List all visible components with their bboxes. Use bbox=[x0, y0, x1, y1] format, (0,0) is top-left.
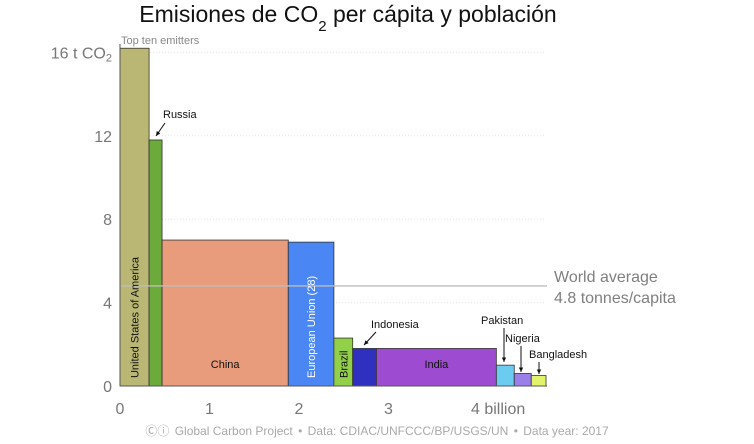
y-tick-label: 12 bbox=[94, 129, 112, 146]
footer-sep-1: • bbox=[298, 424, 303, 438]
x-tick-label: 0 bbox=[116, 401, 125, 418]
callout-arrowhead bbox=[536, 369, 542, 374]
bar-label-china: China bbox=[211, 359, 241, 371]
x-tick-label: 2 bbox=[295, 401, 304, 418]
bar-label-indonesia: Indonesia bbox=[371, 319, 420, 331]
callout-arrowhead bbox=[364, 340, 369, 345]
footer-source: Global Carbon Project bbox=[174, 424, 293, 438]
bar-china bbox=[161, 239, 289, 387]
y-tick-label: 4 bbox=[103, 296, 112, 313]
bar-european-union-28 bbox=[287, 241, 335, 387]
bar-russia bbox=[148, 139, 163, 387]
bar-labels: United States of America Russia China Europ… bbox=[130, 109, 588, 378]
x-tick-label: 4 billion bbox=[471, 401, 525, 418]
bar-indonesia bbox=[352, 348, 377, 387]
footer-sep-2: • bbox=[513, 424, 518, 438]
bar-label-nigeria: Nigeria bbox=[505, 333, 541, 345]
chart-title: Emisiones de CO2 per cápita y población bbox=[139, 1, 556, 35]
footer-data: Data: CDIAC/UNFCCC/BP/USGS/UN bbox=[307, 424, 509, 438]
bar-label-european-union-28: European Union (28) bbox=[306, 276, 318, 378]
bar-label-brazil: Brazil bbox=[338, 350, 350, 378]
y-tick-label: 16 t CO2 bbox=[51, 45, 112, 64]
bar-nigeria bbox=[513, 373, 532, 387]
x-tick-label: 1 bbox=[205, 401, 214, 418]
world-average-label-2: 4.8 tonnes/capita bbox=[554, 290, 676, 307]
callout-arrowhead bbox=[156, 131, 161, 136]
bar-label-pakistan: Pakistan bbox=[481, 315, 523, 327]
chart-subtitle: Top ten emitters bbox=[121, 35, 200, 47]
callout-arrowhead bbox=[518, 367, 524, 372]
bar-bangladesh bbox=[530, 375, 547, 387]
world-average-label-1: World average bbox=[554, 269, 658, 286]
cc-license-icon: Ⓒⓘ bbox=[145, 424, 170, 438]
bar-label-united-states-of-america: United States of America bbox=[130, 256, 142, 378]
footer: Ⓒⓘ Global Carbon Project • Data: CDIAC/U… bbox=[0, 422, 754, 439]
y-tick-label: 0 bbox=[103, 379, 112, 396]
y-tick-label: 8 bbox=[103, 212, 112, 229]
bar-pakistan bbox=[495, 364, 515, 387]
reference-line-group: World average 4.8 tonnes/capita bbox=[120, 269, 676, 307]
bars bbox=[119, 47, 547, 387]
bar-label-bangladesh: Bangladesh bbox=[529, 349, 587, 361]
bar-label-russia: Russia bbox=[163, 109, 198, 121]
callout-arrowhead bbox=[501, 357, 507, 362]
bar-label-india: India bbox=[424, 359, 449, 371]
footer-year: Data year: 2017 bbox=[523, 424, 609, 438]
x-tick-label: 3 bbox=[384, 401, 393, 418]
grid-lines bbox=[120, 51, 545, 304]
